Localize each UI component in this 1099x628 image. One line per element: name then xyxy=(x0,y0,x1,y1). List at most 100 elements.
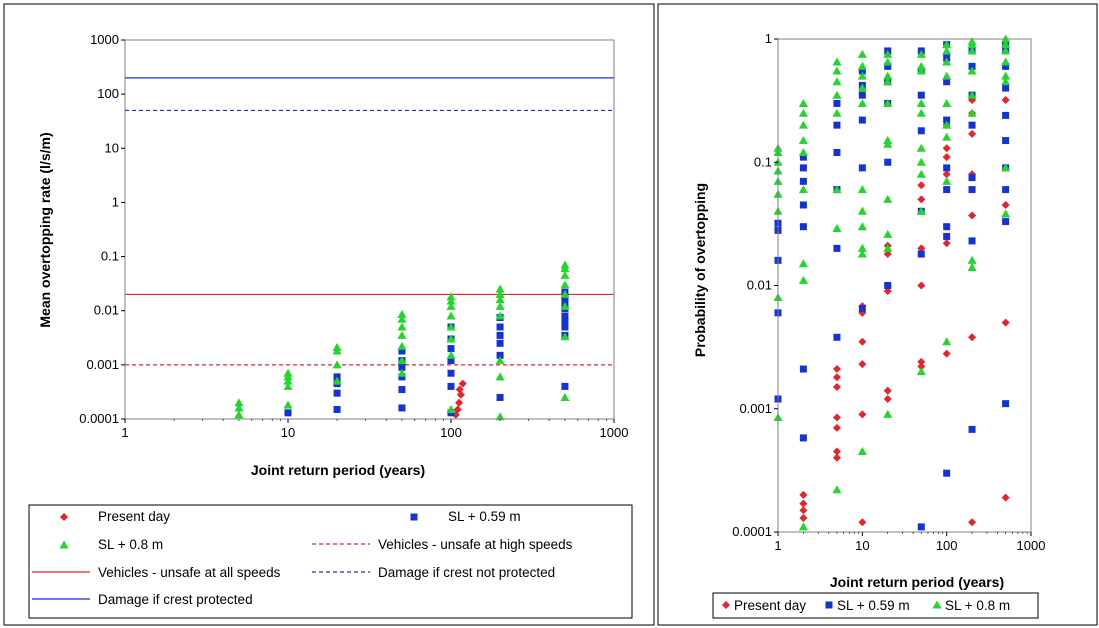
right-chart-point-sl-0-8-m xyxy=(883,57,893,66)
left-chart-point-sl-0-59-m xyxy=(561,323,569,331)
left-chart-ytick-label: 0.001 xyxy=(86,357,119,372)
right-chart-point-present-day xyxy=(968,211,977,220)
left-chart-point-sl-0-8-m xyxy=(397,330,407,339)
left-legend-label: Present day xyxy=(98,509,170,524)
right-chart-point-sl-0-8-m xyxy=(916,108,926,117)
right-chart-point-sl-0-8-m xyxy=(883,139,893,148)
left-chart-point-sl-0-59-m xyxy=(398,347,406,355)
left-chart-point-sl-0-8-m xyxy=(234,403,244,412)
right-chart-point-present-day xyxy=(942,170,951,179)
right-chart-point-sl-0-8-m xyxy=(857,222,867,231)
right-chart-marks xyxy=(773,34,1011,531)
right-chart-point-sl-0-8-m xyxy=(1001,57,1011,66)
legend-marker-sl-0-8-m xyxy=(59,540,69,549)
left-chart-point-sl-0-59-m xyxy=(561,382,569,390)
right-chart-point-sl-0-8-m xyxy=(857,185,867,194)
left-chart-point-sl-0-8-m xyxy=(397,314,407,323)
left-chart-point-sl-0-59-m xyxy=(398,363,406,371)
left-chart-reference-lines xyxy=(125,77,614,366)
left-chart-point-sl-0-8-m xyxy=(495,289,505,298)
left-chart-point-present-day xyxy=(456,390,465,399)
right-chart-point-sl-0-8-m xyxy=(916,206,926,215)
right-chart-point-sl-0-8-m xyxy=(942,98,952,107)
right-chart-point-sl-0-8-m xyxy=(916,169,926,178)
left-chart-point-present-day xyxy=(453,405,462,414)
left-legend-item-sl-0-59-m: SL + 0.59 m xyxy=(410,509,521,524)
right-chart-point-present-day xyxy=(883,386,892,395)
right-chart-point-sl-0-8-m xyxy=(857,206,867,215)
left-chart-point-sl-0-59-m xyxy=(496,339,504,347)
right-chart-point-sl-0-8-m xyxy=(883,49,893,58)
left-chart-point-sl-0-8-m xyxy=(560,392,570,401)
right-chart-point-sl-0-59-m xyxy=(799,153,807,161)
right-chart-point-sl-0-8-m xyxy=(967,255,977,264)
right-chart-xtick-label: 1 xyxy=(774,538,781,553)
right-chart-point-sl-0-59-m xyxy=(833,333,841,341)
legend-marker-present-day xyxy=(60,513,68,521)
left-chart-ytick-label: 1 xyxy=(112,194,119,209)
left-chart-point-sl-0-8-m xyxy=(560,270,570,279)
right-chart-point-sl-0-8-m xyxy=(883,77,893,86)
right-chart-point-sl-0-59-m xyxy=(917,91,925,99)
left-legend-box xyxy=(28,504,633,619)
right-chart-point-sl-0-8-m xyxy=(942,120,952,129)
left-chart-point-sl-0-59-m xyxy=(496,393,504,401)
right-chart-point-present-day xyxy=(799,499,808,508)
left-chart-point-sl-0-59-m xyxy=(333,389,341,397)
legend-marker-sl-0-59-m xyxy=(825,601,833,609)
right-chart-point-sl-0-8-m xyxy=(857,446,867,455)
right-chart-point-sl-0-8-m xyxy=(916,143,926,152)
left-legend-label: Vehicles - unsafe at all speeds xyxy=(98,565,281,580)
right-chart-point-sl-0-59-m xyxy=(968,174,976,182)
left-chart-point-sl-0-59-m xyxy=(284,409,292,417)
right-chart-point-present-day xyxy=(858,410,867,419)
right-chart-ytick-label: 0.1 xyxy=(754,154,772,169)
left-chart-point-sl-0-8-m xyxy=(560,289,570,298)
left-chart-point-sl-0-8-m xyxy=(446,311,456,320)
right-chart-point-sl-0-59-m xyxy=(968,62,976,70)
right-chart-axes: 0.0001 0.001 0.01 0.1 1 1 10 100 1000 xyxy=(732,31,1045,553)
right-chart-point-sl-0-8-m xyxy=(942,46,952,55)
right-chart-point-sl-0-8-m xyxy=(1001,209,1011,218)
left-chart-point-sl-0-8-m xyxy=(332,342,342,351)
right-chart-point-sl-0-8-m xyxy=(857,49,867,58)
left-chart-point-sl-0-8-m xyxy=(446,296,456,305)
left-chart-point-sl-0-8-m xyxy=(446,301,456,310)
right-chart-point-sl-0-8-m xyxy=(916,157,926,166)
left-chart-ytick-label: 0.1 xyxy=(101,249,119,264)
right-chart-xtick-label: 10 xyxy=(855,538,869,553)
left-chart-point-sl-0-8-m xyxy=(560,280,570,289)
left-chart-xtick-label: 1 xyxy=(121,425,128,440)
right-chart-point-present-day xyxy=(832,373,841,382)
right-chart-point-present-day xyxy=(917,362,926,371)
left-chart-ylabel: Mean overtopping rate (l/s/m) xyxy=(37,132,53,327)
right-chart-point-sl-0-8-m xyxy=(798,259,808,268)
right-chart-point-present-day xyxy=(1001,95,1010,104)
right-chart-point-sl-0-59-m xyxy=(968,237,976,245)
right-chart-point-sl-0-8-m xyxy=(798,275,808,284)
left-chart-point-sl-0-8-m xyxy=(495,412,505,421)
left-chart-marks xyxy=(234,260,570,421)
left-chart-point-sl-0-59-m xyxy=(398,386,406,394)
right-chart-point-sl-0-59-m xyxy=(1002,186,1010,194)
right-chart-point-sl-0-59-m xyxy=(1002,62,1010,70)
left-chart-ytick-label: 100 xyxy=(97,86,119,101)
right-chart-point-sl-0-59-m xyxy=(1002,218,1010,226)
right-chart-point-sl-0-8-m xyxy=(967,90,977,99)
left-chart-point-sl-0-8-m xyxy=(283,381,293,390)
right-chart-point-sl-0-8-m xyxy=(883,409,893,418)
right-chart-point-sl-0-8-m xyxy=(857,83,867,92)
right-chart-point-present-day xyxy=(883,250,892,259)
right-chart-point-sl-0-8-m xyxy=(1001,40,1011,49)
right-chart-point-present-day xyxy=(968,129,977,138)
right-chart-point-sl-0-8-m xyxy=(916,61,926,70)
right-chart-point-present-day xyxy=(942,144,951,153)
right-chart-point-sl-0-59-m xyxy=(858,305,866,313)
right-chart-point-sl-0-59-m xyxy=(943,78,951,86)
right-chart-ytick-label: 0.01 xyxy=(747,278,772,293)
right-chart-point-sl-0-8-m xyxy=(883,98,893,107)
left-chart-point-sl-0-8-m xyxy=(495,372,505,381)
right-chart-point-sl-0-59-m xyxy=(917,523,925,531)
left-legend-item-vehicles-unsafe-at-all-speeds: Vehicles - unsafe at all speeds xyxy=(32,565,281,580)
right-chart-point-sl-0-59-m xyxy=(799,164,807,172)
